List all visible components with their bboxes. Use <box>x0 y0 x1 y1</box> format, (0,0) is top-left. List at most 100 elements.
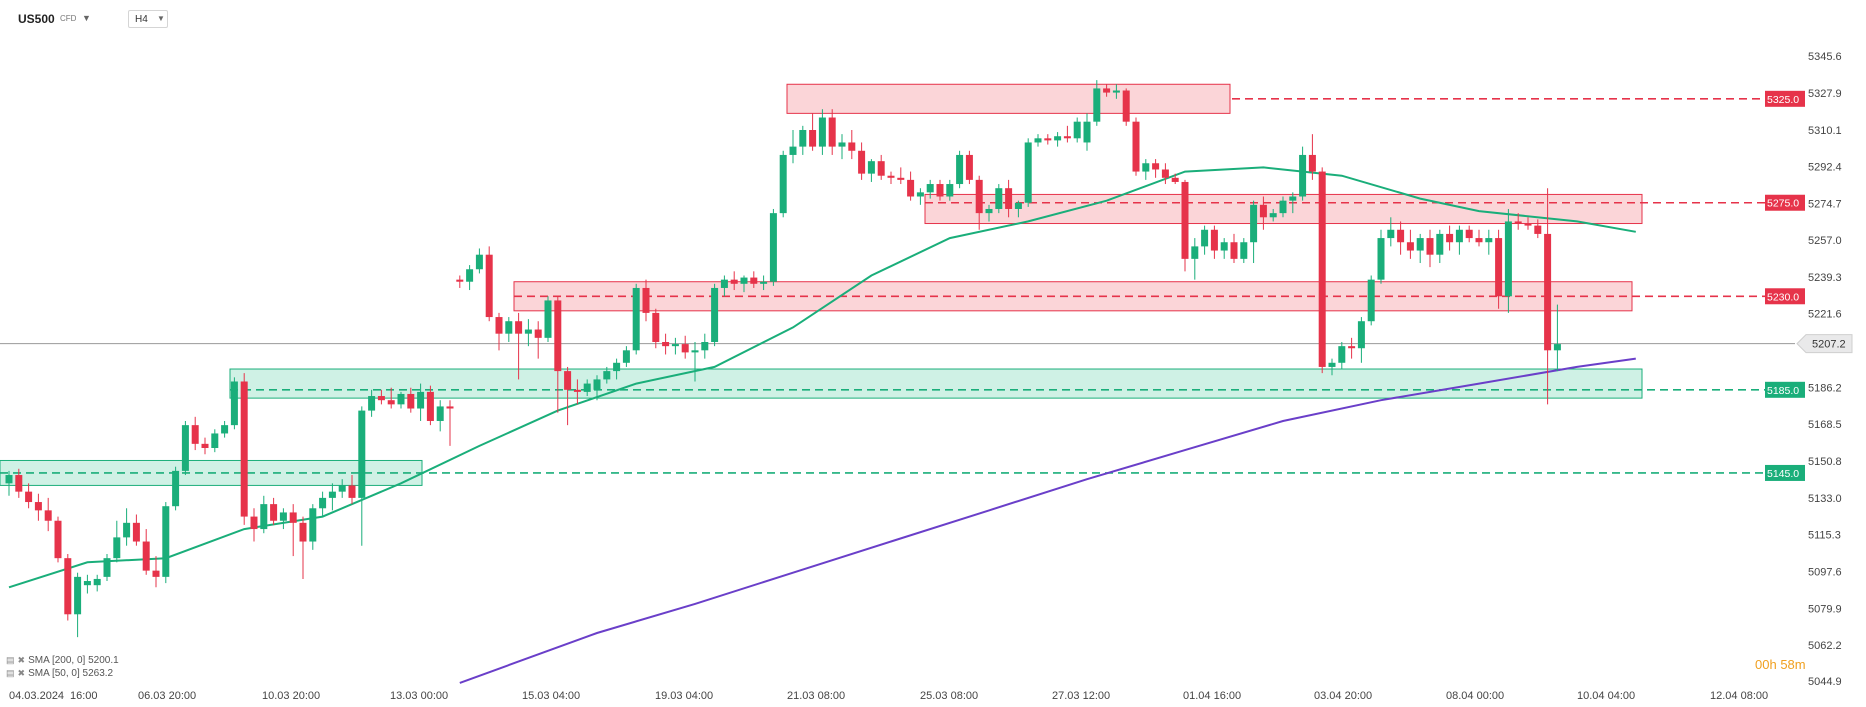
candle-body <box>495 317 503 334</box>
candle-body <box>1348 346 1356 349</box>
x-tick-label: 10.04 04:00 <box>1577 690 1635 702</box>
candle-body <box>1269 213 1277 218</box>
candle-body <box>1377 238 1385 280</box>
candle-body <box>436 406 444 421</box>
candle-body <box>446 406 454 409</box>
top-toolbar: US500 CFD ▼ H4 ▼ <box>0 0 1866 36</box>
close-icon[interactable]: ✖ <box>17 668 26 678</box>
x-tick-label: 19.03 04:00 <box>655 690 713 702</box>
candle-body <box>1524 223 1532 226</box>
y-tick-label: 5257.0 <box>1808 235 1842 247</box>
candle-body <box>289 512 297 523</box>
candle-body <box>573 389 581 392</box>
candle-body <box>848 142 856 151</box>
candle-body <box>1230 242 1238 259</box>
candle-body <box>15 475 23 492</box>
candle-body <box>691 350 699 353</box>
candle-body <box>1387 229 1395 239</box>
candle-body <box>1318 171 1326 367</box>
candle-body <box>1161 169 1169 178</box>
y-tick-label: 5327.9 <box>1808 88 1842 100</box>
candle-body <box>1308 154 1316 172</box>
y-tick-label: 5097.6 <box>1808 566 1842 578</box>
candle-body <box>720 279 728 288</box>
candle-body <box>34 502 42 511</box>
candle-body <box>358 410 366 498</box>
candle-body <box>1191 246 1199 259</box>
candle-body <box>64 558 72 615</box>
candle-countdown-timer: 00h 58m <box>1755 657 1806 672</box>
symbol-selector[interactable]: US500 <box>18 12 55 26</box>
candle-body <box>1446 233 1454 243</box>
candle-body <box>916 192 924 197</box>
candle-body <box>1406 242 1414 251</box>
legend-sma200[interactable]: ▤ ✖ SMA [200, 0] 5200.1 <box>6 655 119 666</box>
y-tick-label: 5062.2 <box>1808 640 1842 652</box>
candle-body <box>1210 229 1218 251</box>
level-label-box <box>1765 194 1805 211</box>
timer-minutes: 58m <box>1780 657 1806 672</box>
candle-body <box>1122 90 1130 122</box>
settings-icon[interactable]: ▤ <box>6 655 15 665</box>
candle-body <box>760 281 768 284</box>
candle-body <box>172 470 180 507</box>
candle-body <box>1083 121 1091 143</box>
level-label-box <box>1765 464 1805 481</box>
y-tick-label: 5239.3 <box>1808 272 1842 284</box>
x-tick-label: 16:00 <box>70 690 98 702</box>
timeframe-selector[interactable]: H4 ▼ <box>128 10 168 28</box>
candle-body <box>613 362 621 372</box>
candle-body <box>1514 221 1522 224</box>
candle-body <box>1426 238 1434 255</box>
candle-body <box>1485 238 1493 243</box>
level-label: 5275.0 <box>1767 198 1799 210</box>
y-tick-label: 5079.9 <box>1808 603 1842 615</box>
y-tick-label: 5292.4 <box>1808 162 1842 174</box>
candle-body <box>417 391 425 409</box>
candle-body <box>93 578 101 586</box>
level-label-box <box>1765 288 1805 305</box>
candle-body <box>83 581 91 586</box>
candle-body <box>1475 238 1483 243</box>
chevron-down-icon[interactable]: ▼ <box>82 13 91 23</box>
candle-body <box>25 491 33 503</box>
x-tick-label: 03.04 20:00 <box>1314 690 1372 702</box>
candle-body <box>1093 88 1101 122</box>
candle-body <box>622 350 630 363</box>
y-tick-label: 5186.2 <box>1808 382 1842 394</box>
candle-body <box>1495 238 1503 297</box>
candle-body <box>1367 279 1375 322</box>
candle-body <box>1014 202 1022 209</box>
candle-body <box>740 277 748 284</box>
x-tick-label: 12.04 08:00 <box>1710 690 1768 702</box>
candle-body <box>387 400 395 405</box>
candle-body <box>1328 362 1336 367</box>
candle-body <box>201 443 209 449</box>
candle-body <box>985 208 993 214</box>
candle-body <box>818 117 826 147</box>
candle-body <box>867 161 875 174</box>
candle-body <box>260 504 268 530</box>
x-tick-label: 08.04 00:00 <box>1446 690 1504 702</box>
candle-body <box>466 269 474 282</box>
candle-body <box>975 179 983 214</box>
candle-body <box>1103 88 1111 93</box>
candle-body <box>1357 321 1365 349</box>
candle-body <box>1436 233 1444 255</box>
candle-body <box>309 508 317 542</box>
candle-body <box>1024 142 1032 203</box>
candle-body <box>1073 121 1081 139</box>
level-label-box <box>1765 381 1805 398</box>
close-icon[interactable]: ✖ <box>17 655 26 665</box>
candle-body <box>554 300 562 372</box>
candle-body <box>485 254 493 318</box>
candle-body <box>1553 344 1561 351</box>
settings-icon[interactable]: ▤ <box>6 668 15 678</box>
candle-body <box>5 475 13 484</box>
candle-body <box>1044 138 1052 141</box>
legend-sma50[interactable]: ▤ ✖ SMA [50, 0] 5263.2 <box>6 668 113 679</box>
candle-body <box>1279 200 1287 214</box>
candle-body <box>250 516 258 530</box>
candle-body <box>113 537 121 559</box>
